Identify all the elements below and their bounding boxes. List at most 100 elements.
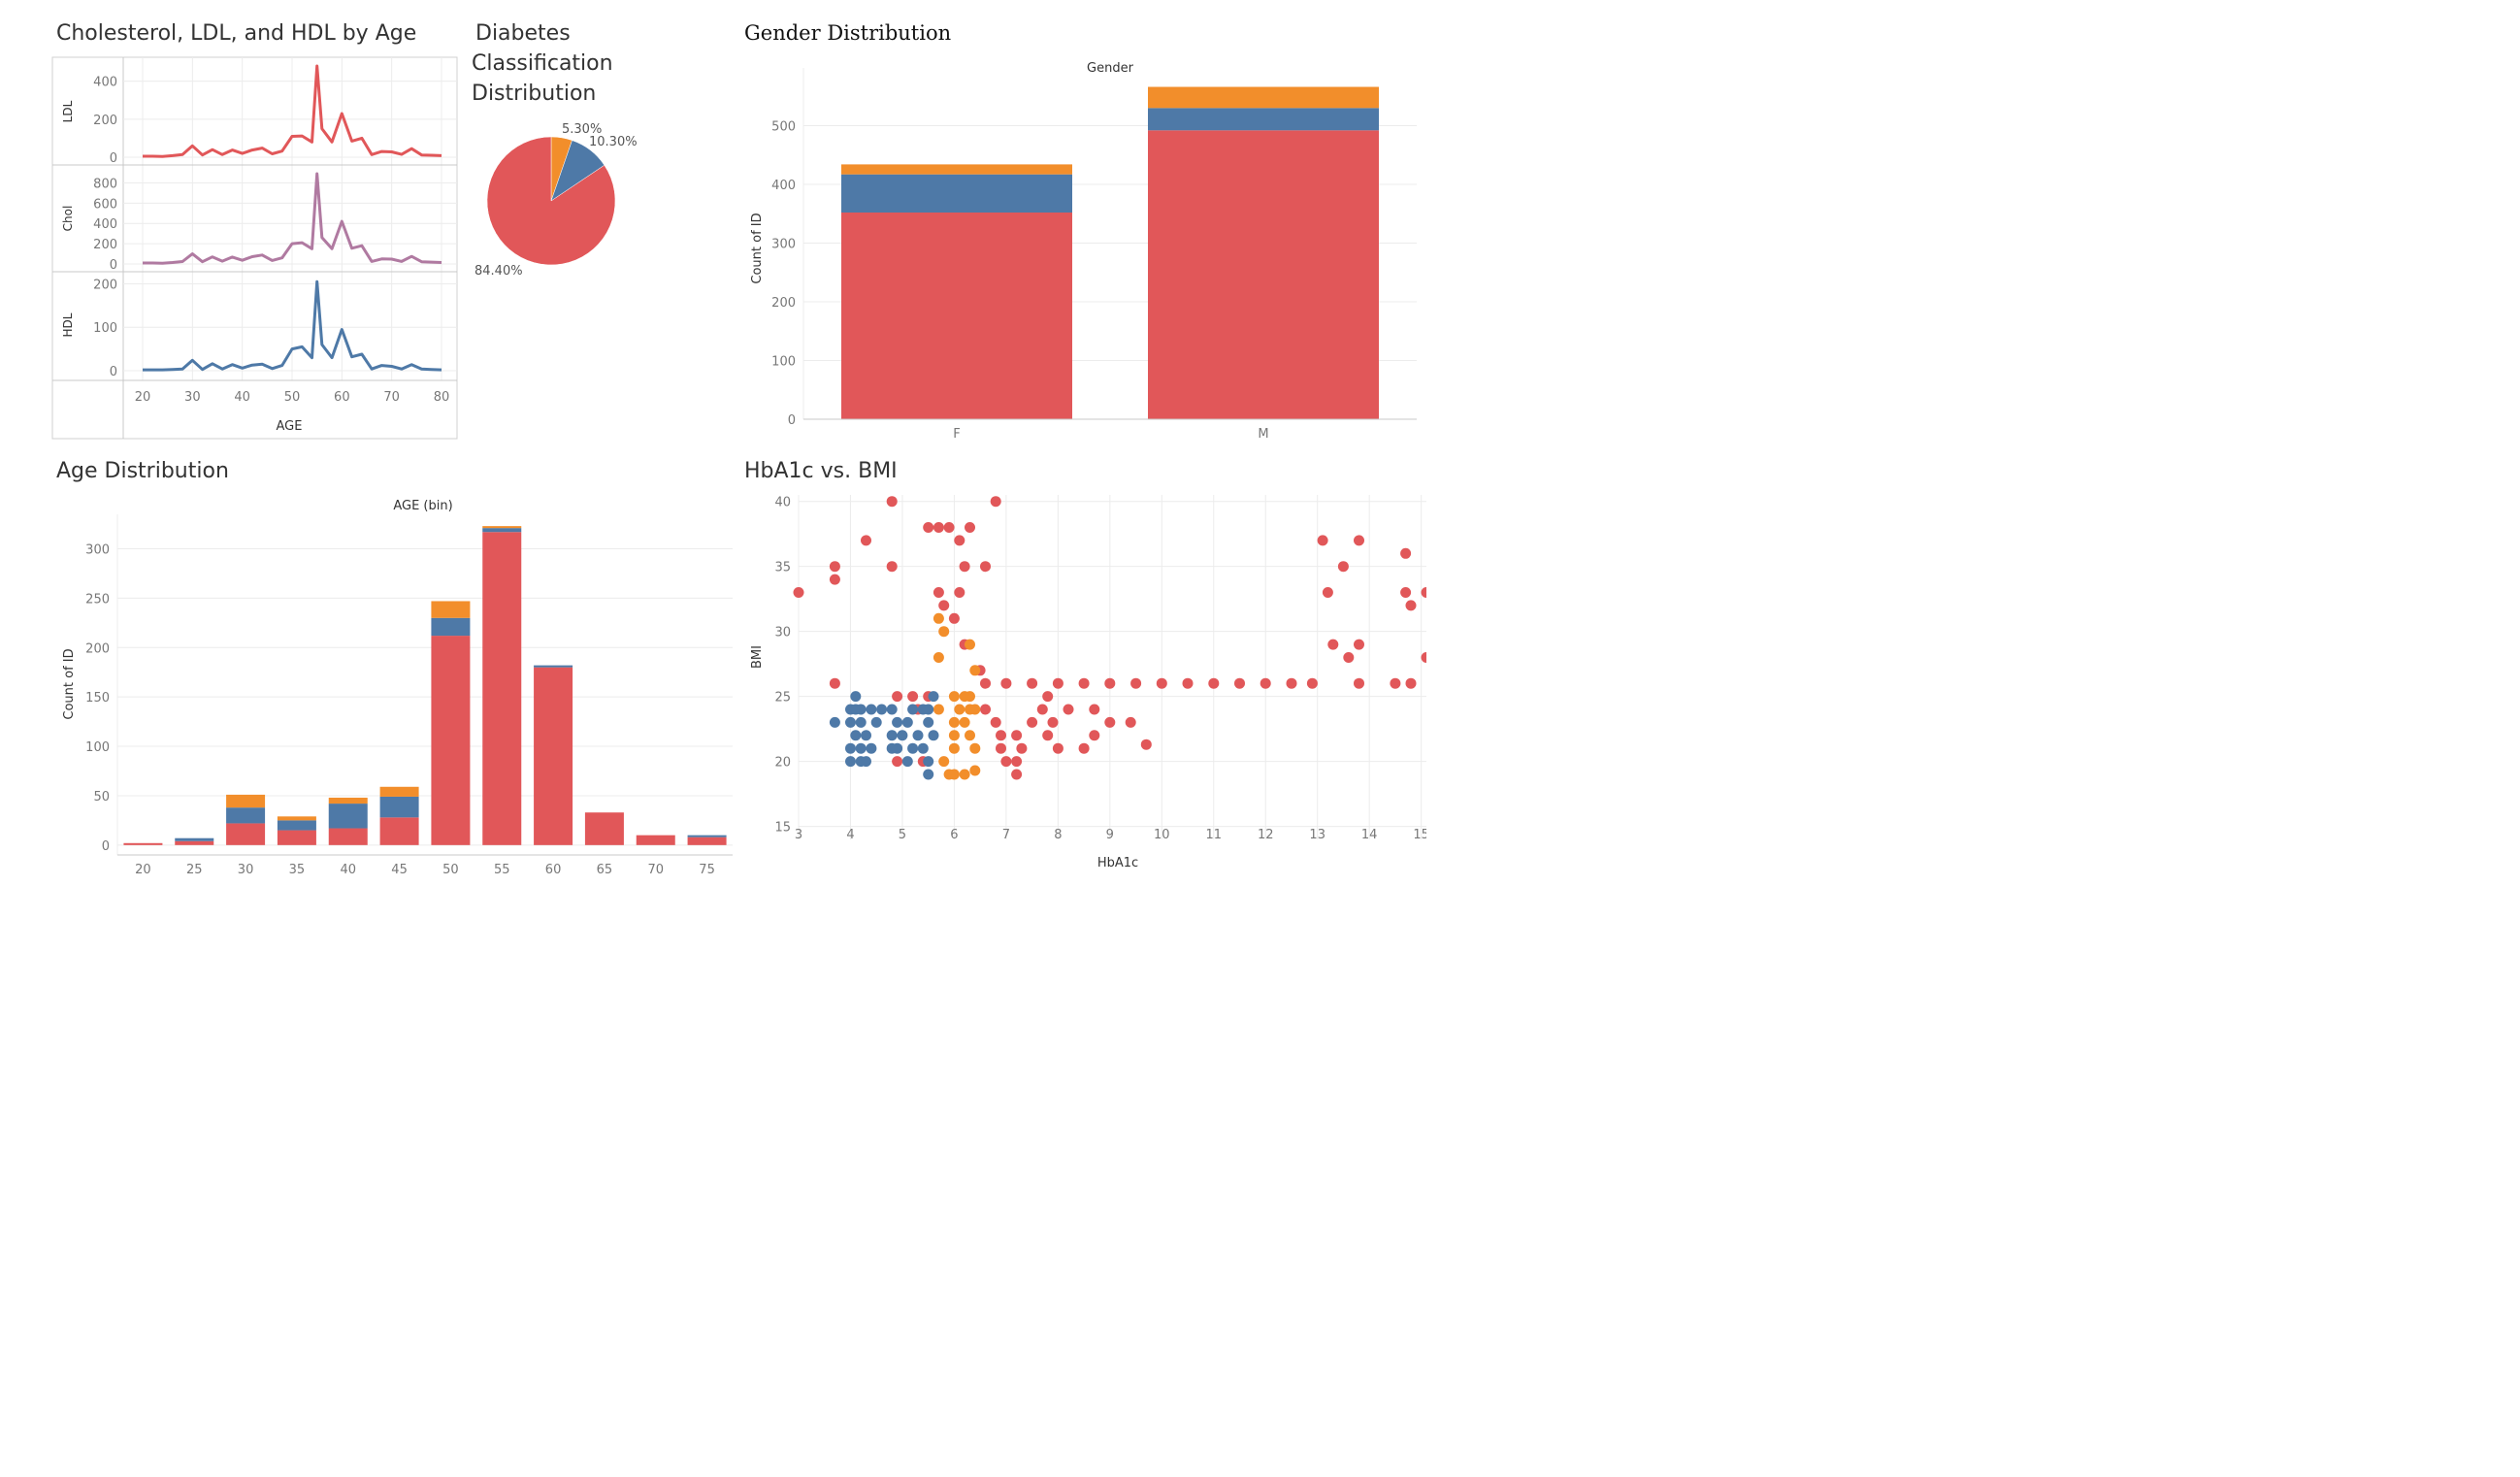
scatter-point-P: [965, 691, 975, 703]
age-x-tick-label: 45: [391, 863, 408, 877]
scatter-point-N: [855, 742, 867, 754]
scatter-point-Y: [996, 730, 1006, 741]
scatter-point-Y: [1337, 561, 1349, 573]
scatter-chart-title: HbA1c vs. BMI: [744, 459, 898, 483]
scatter-point-N: [917, 742, 929, 754]
scatter-point-N: [866, 742, 877, 754]
scatter-point-N: [907, 742, 919, 754]
age-x-tick-label: 60: [545, 863, 562, 877]
scatter-point-N: [923, 769, 934, 780]
scatter-point-Y: [1027, 716, 1038, 728]
scatter-point-Y: [1078, 677, 1090, 689]
age-bar-Y: [175, 840, 214, 845]
age-bar-P: [277, 816, 316, 821]
scatter-point-N: [855, 716, 867, 728]
lipids-y-tick-label: 100: [93, 321, 117, 336]
scatter-point-N: [861, 756, 871, 768]
age-bar-P: [379, 786, 419, 797]
age-x-tick-label: 25: [186, 863, 203, 877]
diabetes-pie-chart: 5.30%10.30% 84.40%: [475, 122, 638, 279]
lipids-line-ldl: [143, 64, 442, 158]
age-x-tick-label: 50: [442, 863, 459, 877]
age-y-tick-label: 100: [85, 740, 110, 755]
scatter-point-Y: [1354, 535, 1364, 546]
scatter-point-P: [948, 691, 960, 703]
gender-header: Gender: [1087, 61, 1134, 76]
gender-x-tick-label: F: [953, 427, 960, 442]
scatter-point-Y: [1234, 677, 1245, 689]
scatter-point-Y: [1327, 639, 1339, 650]
scatter-point-Y: [990, 496, 1001, 508]
age-bar-N: [431, 617, 471, 637]
scatter-x-axis-label: HbA1c: [1097, 856, 1138, 870]
scatter-x-tick-label: 9: [1106, 828, 1114, 842]
scatter-point-Y: [996, 742, 1006, 754]
scatter-point-Y: [892, 691, 903, 703]
lipids-y-axis-label: LDL: [61, 100, 75, 122]
lipids-x-tick-label: 70: [383, 390, 400, 405]
scatter-point-Y: [1089, 730, 1100, 741]
scatter-point-Y: [1078, 742, 1090, 754]
age-bar-N: [482, 528, 522, 533]
scatter-point-P: [959, 769, 970, 780]
scatter-point-Y: [1421, 652, 1426, 663]
scatter-x-tick-label: 5: [899, 828, 906, 842]
age-bar-Y: [328, 828, 368, 845]
lipids-x-tick-label: 60: [334, 390, 350, 405]
lipids-y-axis-label: HDL: [61, 312, 75, 337]
lipids-y-tick-label: 600: [93, 197, 117, 212]
scatter-point-P: [933, 612, 944, 624]
scatter-y-tick-label: 25: [774, 691, 791, 706]
age-bar-Y: [226, 823, 266, 845]
scatter-point-Y: [1208, 677, 1220, 689]
scatter-point-Y: [1036, 704, 1048, 715]
scatter-point-Y: [1156, 677, 1167, 689]
scatter-point-Y: [861, 535, 871, 546]
scatter-point-Y: [907, 691, 919, 703]
scatter-point-Y: [980, 704, 991, 715]
lipids-x-axis-label: AGE: [277, 419, 303, 434]
age-x-tick-label: 35: [289, 863, 306, 877]
scatter-point-N: [845, 756, 856, 768]
scatter-point-P: [969, 665, 981, 676]
scatter-point-Y: [943, 522, 955, 533]
scatter-point-N: [901, 716, 913, 728]
scatter-point-P: [965, 639, 975, 650]
lipids-y-tick-label: 200: [93, 238, 117, 252]
scatter-point-N: [850, 730, 862, 741]
scatter-y-tick-label: 40: [774, 496, 791, 510]
lipids-y-tick-label: 0: [110, 151, 117, 166]
age-y-tick-label: 50: [93, 790, 110, 804]
scatter-point-Y: [1260, 677, 1271, 689]
age-x-tick-label: 65: [597, 863, 613, 877]
age-bar-Y: [379, 817, 419, 845]
scatter-x-tick-label: 10: [1154, 828, 1170, 842]
scatter-point-Y: [1400, 587, 1412, 598]
scatter-point-Y: [1011, 730, 1023, 741]
scatter-point-P: [969, 704, 981, 715]
scatter-point-Y: [923, 522, 934, 533]
scatter-point-N: [870, 716, 882, 728]
lipids-x-tick-label: 30: [184, 390, 201, 405]
scatter-point-N: [923, 716, 934, 728]
scatter-point-Y: [1286, 677, 1297, 689]
age-bar-P: [328, 797, 368, 804]
scatter-point-Y: [1063, 704, 1074, 715]
lipids-y-tick-label: 400: [93, 217, 117, 232]
age-bar-N: [534, 665, 573, 668]
age-bar-Y: [431, 636, 471, 845]
scatter-point-Y: [1052, 742, 1064, 754]
scatter-point-Y: [1306, 677, 1318, 689]
age-bar-Y: [123, 842, 163, 845]
scatter-y-axis-label: BMI: [750, 645, 765, 669]
scatter-point-Y: [965, 522, 975, 533]
scatter-point-Y: [1125, 716, 1136, 728]
age-x-tick-label: 70: [647, 863, 664, 877]
pie-slice-label-N: 10.30%: [589, 135, 638, 149]
hba1c-bmi-scatter-chart: 15 20 25 30 35 40 3 4 5 6 7 8 9 10 11 12 13 14 15 HbA1c BMI: [750, 495, 1426, 870]
gender-y-tick-label: 500: [771, 119, 796, 134]
pie-chart-title-line3: Distribution: [472, 82, 597, 106]
scatter-x-tick-label: 15: [1413, 828, 1426, 842]
scatter-x-tick-label: 4: [846, 828, 854, 842]
lipids-line-chart: 20 30 40 50 60 70 80 AGE 0 200 400 LDL 0 200 400 600 800…: [51, 56, 458, 440]
